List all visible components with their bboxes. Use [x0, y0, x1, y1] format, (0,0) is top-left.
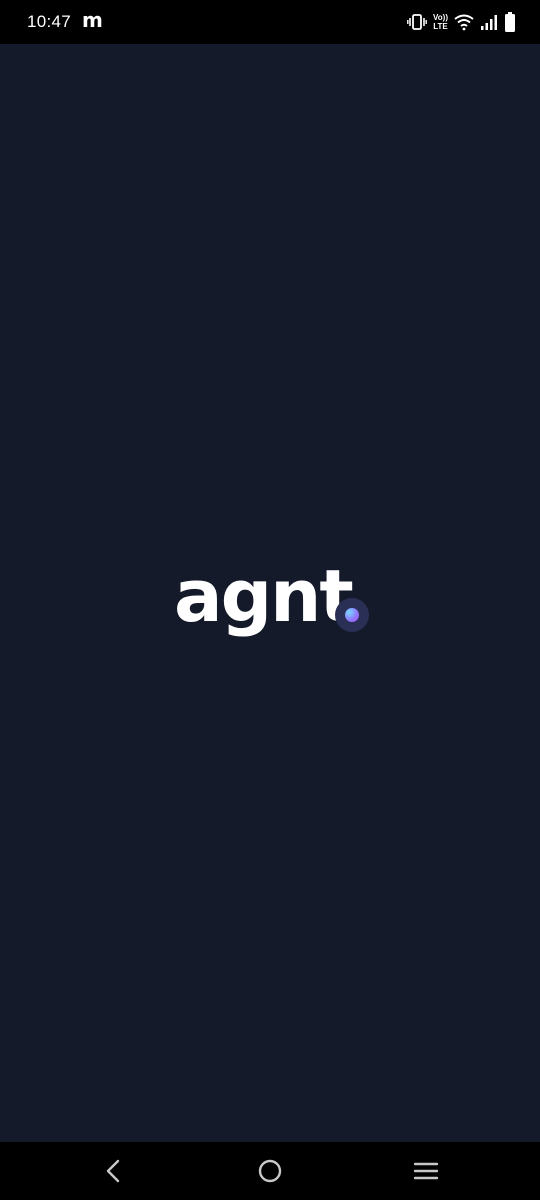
- back-icon: [106, 1159, 120, 1183]
- recents-button[interactable]: [411, 1156, 441, 1186]
- back-button[interactable]: [99, 1156, 129, 1186]
- battery-icon: [504, 12, 516, 32]
- splash-screen: [0, 44, 540, 1142]
- status-time: 10:47: [27, 12, 72, 31]
- vibrate-icon: [407, 14, 427, 30]
- logo-accent-dot-ring: [335, 598, 369, 632]
- notification-app-icon: m: [82, 8, 103, 32]
- navigation-bar: [0, 1142, 540, 1200]
- app-logo: agnt: [174, 548, 374, 644]
- home-icon: [258, 1159, 282, 1183]
- logo-wordmark: agnt: [174, 554, 354, 638]
- wifi-icon: [454, 13, 474, 31]
- status-bar: 10:47 m Vo)) LTE: [0, 0, 540, 44]
- volte-top-label: Vo)): [433, 13, 448, 22]
- logo-accent-dot: [345, 608, 359, 622]
- recents-icon: [413, 1162, 439, 1180]
- status-icons: Vo)) LTE: [407, 10, 516, 34]
- cellular-signal-icon: [480, 14, 498, 30]
- volte-icon: Vo)) LTE: [433, 13, 448, 31]
- volte-bottom-label: LTE: [433, 22, 448, 31]
- home-button[interactable]: [255, 1156, 285, 1186]
